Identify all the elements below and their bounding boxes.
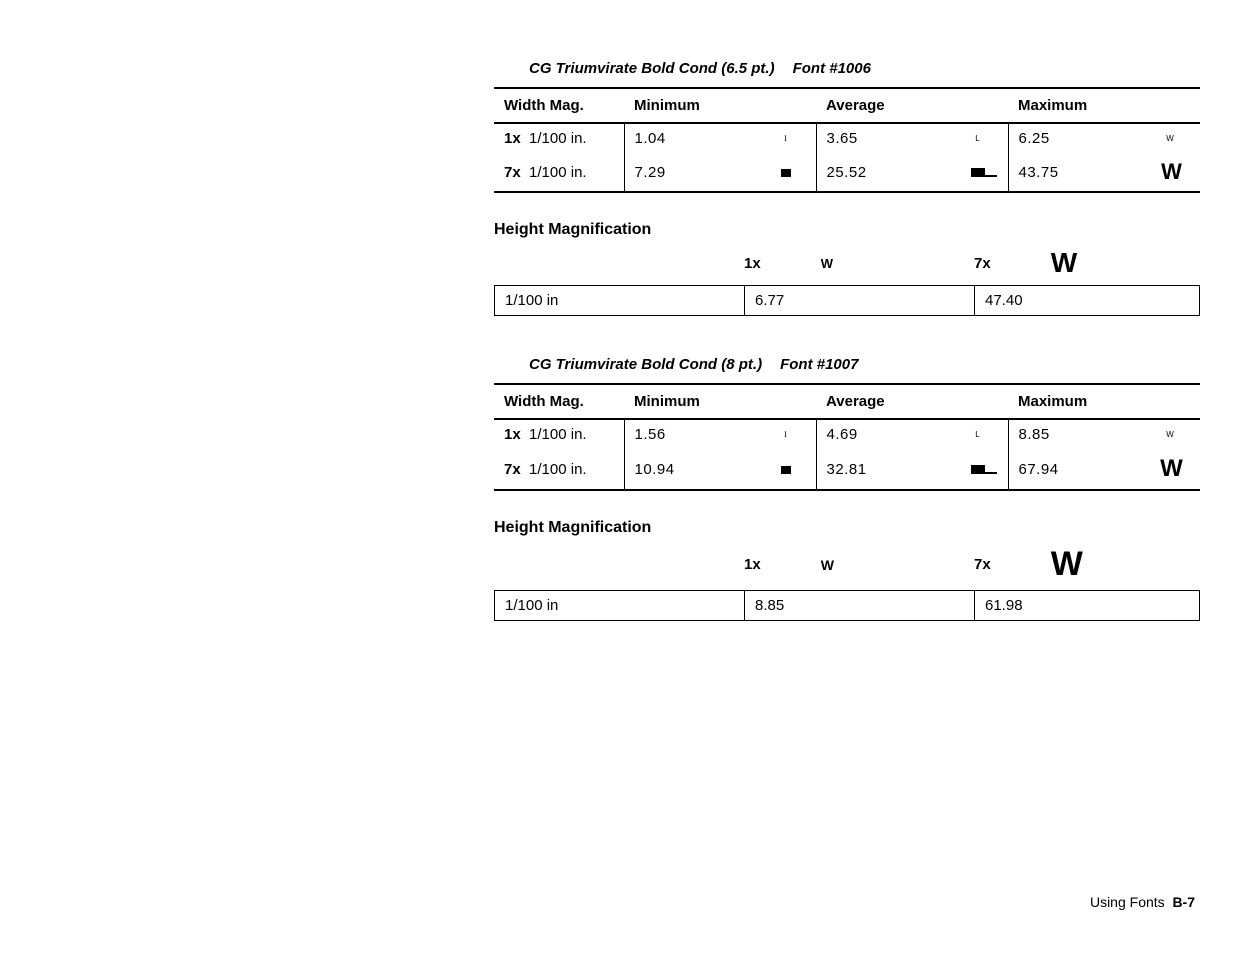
table-row: 1/100 in 6.77 47.40 xyxy=(495,286,1200,316)
sample-glyph-icon: W xyxy=(1051,545,1081,584)
section2-title: CG Triumvirate Bold Cond (8 pt.) Font #10… xyxy=(494,356,1200,373)
height-val-cell: 61.98 xyxy=(975,591,1200,621)
sample-glyph-icon: I xyxy=(766,430,806,439)
sample-glyph-icon xyxy=(958,164,998,181)
min-cell: 1.04I xyxy=(624,123,816,153)
sample-glyph-icon: W xyxy=(1051,247,1075,279)
sample-glyph-icon: W xyxy=(1150,455,1190,483)
section2-height-table: 1/100 in 8.85 61.98 xyxy=(494,590,1200,621)
footer-text: Using Fonts xyxy=(1090,894,1165,910)
sample-glyph-icon: L xyxy=(958,430,998,439)
height-val-cell: 47.40 xyxy=(975,286,1200,316)
section1-title: CG Triumvirate Bold Cond (6.5 pt.) Font #… xyxy=(494,60,1200,77)
col-header: Minimum xyxy=(624,88,816,123)
section2-font-num: Font #1007 xyxy=(780,356,858,373)
section1-font-name: CG Triumvirate Bold Cond (6.5 pt.) xyxy=(529,60,775,77)
col-header: Maximum xyxy=(1008,88,1200,123)
sample-glyph-icon: W xyxy=(1150,430,1190,439)
footer-page: B-7 xyxy=(1172,894,1195,910)
max-cell: 67.94W xyxy=(1008,449,1200,490)
section2-font-name: CG Triumvirate Bold Cond (8 pt.) xyxy=(529,356,762,373)
section1-height-title: Height Magnification xyxy=(494,221,1200,239)
sample-glyph-icon xyxy=(958,461,998,478)
col-header: Width Mag. xyxy=(494,384,624,419)
section1-width-table: Width Mag. Minimum Average Maximum 1x 1/… xyxy=(494,87,1200,193)
section1-font-num: Font #1006 xyxy=(793,60,871,77)
table-row: 1/100 in 8.85 61.98 xyxy=(495,591,1200,621)
sample-glyph-icon: W xyxy=(821,557,834,573)
sample-glyph-icon: W xyxy=(1150,134,1190,143)
section2-height-title: Height Magnification xyxy=(494,519,1200,537)
mag-cell: 1x 1/100 in. xyxy=(494,123,624,153)
section2-width-table: Width Mag. Minimum Average Maximum 1x 1/… xyxy=(494,383,1200,491)
min-cell: 10.94 xyxy=(624,449,816,490)
max-cell: 6.25W xyxy=(1008,123,1200,153)
sample-glyph-icon: L xyxy=(958,134,998,143)
height-header-row: 1x W 7x W xyxy=(494,243,1200,285)
mag-cell: 7x 1/100 in. xyxy=(494,449,624,490)
mag-cell: 1x 1/100 in. xyxy=(494,419,624,449)
height-label-cell: 1/100 in xyxy=(495,286,745,316)
col-header: Maximum xyxy=(1008,384,1200,419)
sample-glyph-icon: W xyxy=(821,256,833,271)
avg-cell: 32.81 xyxy=(816,449,1008,490)
avg-cell: 3.65L xyxy=(816,123,1008,153)
mag-cell: 7x 1/100 in. xyxy=(494,153,624,192)
avg-cell: 4.69L xyxy=(816,419,1008,449)
table-row: 7x 1/100 in. 10.94 32.81 67.94W xyxy=(494,449,1200,490)
sample-glyph-icon: W xyxy=(1150,159,1190,185)
table-row: 7x 1/100 in. 7.29 25.52 43.75W xyxy=(494,153,1200,192)
height-col-label: 7x xyxy=(974,255,991,272)
table-header-row: Width Mag. Minimum Average Maximum xyxy=(494,384,1200,419)
table-header-row: Width Mag. Minimum Average Maximum xyxy=(494,88,1200,123)
height-col-label: 7x xyxy=(974,556,991,573)
height-col-label: 1x xyxy=(744,556,761,573)
max-cell: 8.85W xyxy=(1008,419,1200,449)
col-header: Minimum xyxy=(624,384,816,419)
height-label-cell: 1/100 in xyxy=(495,591,745,621)
min-cell: 1.56I xyxy=(624,419,816,449)
section1-height-table: 1/100 in 6.77 47.40 xyxy=(494,285,1200,316)
height-header-row: 1x W 7x W xyxy=(494,541,1200,590)
height-val-cell: 6.77 xyxy=(745,286,975,316)
table-row: 1x 1/100 in. 1.56I 4.69L 8.85W xyxy=(494,419,1200,449)
height-col-label: 1x xyxy=(744,255,761,272)
col-header: Average xyxy=(816,384,1008,419)
col-header: Average xyxy=(816,88,1008,123)
col-header: Width Mag. xyxy=(494,88,624,123)
avg-cell: 25.52 xyxy=(816,153,1008,192)
sample-glyph-icon xyxy=(766,461,806,478)
sample-glyph-icon: I xyxy=(766,134,806,143)
table-row: 1x 1/100 in. 1.04I 3.65L 6.25W xyxy=(494,123,1200,153)
max-cell: 43.75W xyxy=(1008,153,1200,192)
page-footer: Using Fonts B-7 xyxy=(1090,894,1195,910)
sample-glyph-icon xyxy=(766,164,806,181)
min-cell: 7.29 xyxy=(624,153,816,192)
height-val-cell: 8.85 xyxy=(745,591,975,621)
